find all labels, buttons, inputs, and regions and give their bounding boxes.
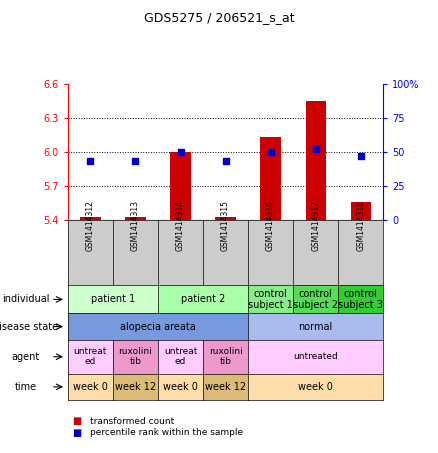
Point <box>177 148 184 155</box>
Text: individual: individual <box>2 294 49 304</box>
Text: untreat
ed: untreat ed <box>164 347 197 366</box>
Bar <box>261 137 281 220</box>
Point <box>132 158 139 165</box>
Text: GDS5275 / 206521_s_at: GDS5275 / 206521_s_at <box>144 11 294 24</box>
Text: control
subject 2: control subject 2 <box>293 289 338 310</box>
Text: week 0: week 0 <box>163 382 198 392</box>
Bar <box>306 101 326 220</box>
Text: GSM1414316: GSM1414316 <box>266 200 275 251</box>
Text: alopecia areata: alopecia areata <box>120 322 196 332</box>
Text: control
subject 3: control subject 3 <box>338 289 383 310</box>
Text: ruxolini
tib: ruxolini tib <box>208 347 243 366</box>
Text: ruxolini
tib: ruxolini tib <box>119 347 152 366</box>
Text: agent: agent <box>12 352 40 362</box>
Text: week 12: week 12 <box>115 382 156 392</box>
Point <box>87 158 94 165</box>
Text: GSM1414314: GSM1414314 <box>176 200 185 251</box>
Text: GSM1414312: GSM1414312 <box>86 200 95 251</box>
Text: week 12: week 12 <box>205 382 246 392</box>
Bar <box>170 152 191 220</box>
Text: patient 2: patient 2 <box>181 294 225 304</box>
Text: control
subject 1: control subject 1 <box>248 289 293 310</box>
Text: GSM1414317: GSM1414317 <box>311 200 320 251</box>
Text: ■: ■ <box>72 416 81 426</box>
Bar <box>350 202 371 220</box>
Point <box>267 148 274 155</box>
Text: GSM1414313: GSM1414313 <box>131 200 140 251</box>
Text: week 0: week 0 <box>73 382 108 392</box>
Bar <box>125 217 145 220</box>
Text: time: time <box>15 382 37 392</box>
Text: ■: ■ <box>72 428 81 438</box>
Text: untreat
ed: untreat ed <box>74 347 107 366</box>
Text: normal: normal <box>299 322 333 332</box>
Bar <box>215 217 236 220</box>
Text: GSM1414318: GSM1414318 <box>356 200 365 251</box>
Text: percentile rank within the sample: percentile rank within the sample <box>90 428 243 437</box>
Point <box>357 152 364 159</box>
Text: disease state: disease state <box>0 322 58 332</box>
Text: GSM1414315: GSM1414315 <box>221 200 230 251</box>
Point <box>312 145 319 153</box>
Bar <box>80 217 101 220</box>
Text: patient 1: patient 1 <box>91 294 135 304</box>
Text: transformed count: transformed count <box>90 417 174 426</box>
Text: week 0: week 0 <box>298 382 333 392</box>
Point <box>222 158 229 165</box>
Text: untreated: untreated <box>293 352 338 361</box>
